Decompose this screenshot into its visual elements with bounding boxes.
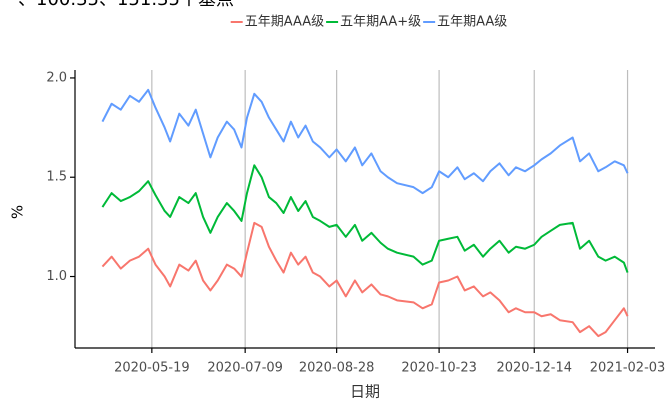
y-tick-label: 1.0 (46, 269, 67, 284)
legend-label: 五年期AA级 (437, 15, 507, 30)
x-tick-label: 2021-02-03 (590, 361, 666, 376)
series-line (101, 88, 629, 195)
x-tick-label: 2020-07-09 (207, 361, 283, 376)
y-tick-label: 1.5 (46, 170, 67, 185)
subtitle: 、100.35、151.35个基点 (18, 0, 234, 10)
series-line (101, 164, 629, 273)
x-axis-label: 日期 (350, 383, 380, 401)
x-tick-label: 2020-08-28 (299, 361, 375, 376)
y-tick-label: 2.0 (46, 70, 67, 85)
y-axis-label: % (9, 205, 27, 219)
x-tick-label: 2020-12-14 (496, 361, 572, 376)
x-tick-label: 2020-05-19 (114, 361, 190, 376)
series-line (101, 221, 629, 338)
x-tick-label: 2020-10-23 (401, 361, 477, 376)
legend-label: 五年期AAA级 (245, 15, 324, 30)
legend-label: 五年期AA+级 (340, 15, 421, 30)
